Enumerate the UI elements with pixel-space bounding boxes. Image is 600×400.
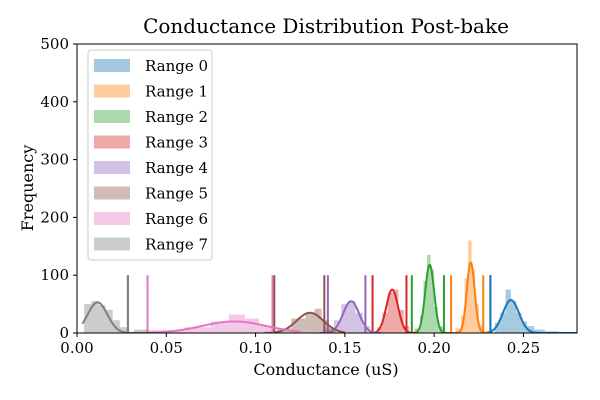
hist-bar [325,328,335,333]
hist-bar [510,301,517,333]
x-tick-label: 0.20 [417,339,450,357]
hist-bar [423,280,427,333]
hist-bar [341,304,349,333]
legend-swatch [94,237,130,251]
y-tick-label: 400 [40,93,69,111]
hist-bar [84,304,92,333]
x-axis-label: Conductance (uS) [253,360,398,379]
kde-curve [264,311,345,333]
hist-bar [105,309,113,333]
series-5 [264,275,345,333]
legend-label: Range 1 [145,83,208,101]
axes: 0.00 0.05 0.10 0.15 0.20 0.25 0 100 200 300 400 500 [40,35,578,357]
hist-bar [387,292,394,333]
series-7 [81,275,158,333]
legend-label: Range 2 [145,108,208,126]
series-3 [369,275,417,333]
hist-bar [314,308,322,333]
hist-bar [521,321,527,333]
hist-bar [434,306,438,333]
kde-curve [369,288,417,333]
chart-title: Conductance Distribution Post-bake [143,14,509,38]
legend: Range 0 Range 1 Range 2 Range 3 Range 4 Range… [87,49,213,261]
y-tick-label: 100 [40,266,69,284]
hist-bar [134,329,149,333]
legend-label: Range 0 [145,57,208,75]
hist-bar [119,327,127,333]
x-tick-label: 0.05 [150,339,183,357]
x-tick-label: 0.15 [328,339,361,357]
hist-bar [471,269,476,333]
kde-curve [484,299,577,333]
hist-bar [228,314,245,333]
hist-bar [516,312,522,333]
hist-bar [500,312,506,333]
hist-bar [494,322,501,333]
hist-bar [305,312,315,333]
legend-label: Range 4 [145,159,208,177]
kde-curve [81,301,158,333]
legend-swatch [94,84,130,98]
hist-bar [328,328,336,333]
hist-bar [430,269,435,333]
y-axis-label: Frequency [18,145,37,232]
legend-label: Range 7 [145,236,208,254]
hist-bar [427,254,431,333]
y-tick-label: 500 [40,35,69,53]
hist-bar [91,301,99,333]
y-tick-label: 0 [59,324,69,342]
y-tick-label: 200 [40,208,69,226]
hist-bar [527,326,535,333]
series-6 [130,275,301,333]
hist-bar [98,305,106,333]
legend-swatch [94,110,130,123]
series-4 [319,275,381,333]
x-tick-label: 0.25 [507,339,540,357]
legend-label: Range 5 [145,185,208,203]
legend-label: Range 6 [145,210,208,228]
kde-curve [319,300,381,333]
hist-bar [348,301,356,333]
hist-bar [455,328,461,333]
hist-bar [184,327,211,333]
hist-bar [259,326,274,333]
legend-box [87,49,213,261]
hist-bar [468,240,472,333]
x-tick-label: 0.10 [239,339,272,357]
hist-bar [382,312,388,333]
axes-frame [76,43,578,334]
hist-bar [534,329,545,333]
hist-bar [355,312,363,333]
y-tick-label: 300 [40,151,69,169]
legend-swatch [94,135,130,149]
legend-label: Range 3 [145,134,208,152]
hist-bar [244,318,260,333]
hist-bar [393,289,399,333]
hist-bar [210,321,229,333]
hist-bar [478,324,485,333]
hist-bar [505,289,511,333]
legend-swatch [94,212,130,225]
hist-bar [419,315,424,333]
legend-swatch [94,59,130,72]
legend-swatch [94,161,130,174]
legend-swatch [94,186,130,200]
series-0 [484,275,577,333]
x-tick-label: 0.00 [60,339,93,357]
